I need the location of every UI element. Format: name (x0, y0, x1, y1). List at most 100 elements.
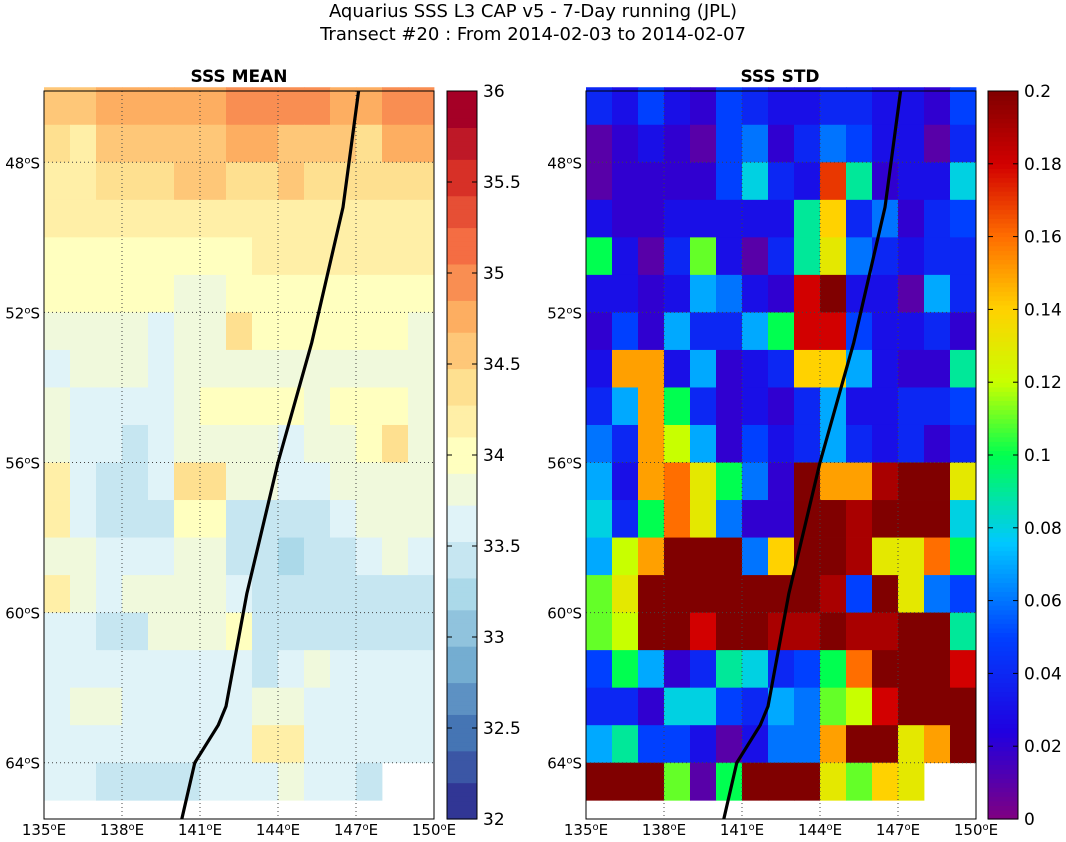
sss-std-colorbar-band (988, 313, 1018, 320)
sss-std-cell (664, 124, 691, 163)
sss-std-cell (898, 312, 925, 351)
sss-std-cell (612, 124, 639, 163)
sss-mean-cell (278, 612, 305, 651)
sss-std-cell (586, 762, 613, 801)
sss-std-cell (664, 537, 691, 576)
sss-mean-cell (226, 162, 253, 201)
sss-mean-colorbar-band (447, 304, 477, 310)
sss-mean-cell (44, 462, 71, 501)
sss-mean-cell (382, 537, 409, 576)
sss-std-cell (950, 537, 977, 576)
sss-std-colorbar-band (988, 491, 1018, 497)
sss-std-cell (612, 687, 639, 726)
sss-std-colorbar-band (988, 591, 1018, 597)
sss-mean-colorbar-band (447, 168, 477, 174)
sss-std-cell (742, 237, 769, 276)
sss-std-colorbar-band (988, 354, 1018, 361)
sss-mean-cell (200, 650, 227, 689)
sss-mean-cell (278, 687, 305, 726)
sss-std-cell (690, 612, 717, 651)
sss-mean-cell (200, 312, 227, 351)
sss-mean-colorbar-band (447, 91, 477, 97)
sss-mean-colorbar-band (447, 814, 477, 820)
sss-mean-cell (70, 462, 97, 501)
sss-mean-cell (330, 537, 357, 576)
sss-std-colorbar-band (988, 250, 1018, 256)
sss-std-cell (924, 725, 951, 764)
sss-mean-colorbar-band (447, 118, 477, 124)
sss-std-cell (638, 349, 665, 388)
sss-std-cell (872, 575, 899, 614)
sss-mean-cell (200, 612, 227, 651)
sss-std-colorbar-band (988, 213, 1018, 219)
sss-mean-colorbar-band (447, 227, 477, 233)
sss-std-cell (872, 349, 899, 388)
sss-std-cell (716, 312, 743, 351)
sss-std-cell (924, 349, 951, 388)
sss-std-cell (950, 612, 977, 651)
sss-mean-cell (122, 87, 149, 126)
sss-mean-cell (174, 312, 201, 351)
sss-mean-cell (382, 687, 409, 726)
sss-std-x-tick-label: 144oE (798, 821, 842, 839)
sss-mean-colorbar-band (447, 696, 477, 702)
sss-std-colorbar-band (988, 673, 1018, 679)
sss-mean-cell (122, 537, 149, 576)
sss-std-colorbar-band (988, 359, 1018, 365)
sss-std-heatmap (586, 87, 977, 801)
sss-mean-cell (408, 312, 435, 351)
sss-mean-cell (356, 650, 383, 689)
sss-mean-cell (304, 387, 331, 426)
sss-std-colorbar-band (988, 191, 1018, 197)
sss-std-cell (690, 687, 717, 726)
sss-std-colorbar-band (988, 368, 1018, 374)
sss-mean-cell (174, 387, 201, 426)
sss-mean-colorbar-band (447, 527, 477, 533)
sss-mean-cell (200, 387, 227, 426)
sss-std-colorbar-band (988, 482, 1018, 488)
sss-std-colorbar-band (988, 304, 1018, 310)
sss-mean-plot-frame (43, 90, 435, 820)
sss-mean-colorbar-band (447, 546, 477, 552)
sss-std-cell (794, 687, 821, 726)
sss-std-colorbar-band (988, 286, 1018, 292)
sss-std-cell (872, 500, 899, 538)
sss-mean-cell (148, 500, 175, 538)
sss-std-colorbar-band (988, 764, 1018, 770)
sss-mean-cell (96, 762, 123, 801)
sss-mean-colorbar-tick-label: 34 (483, 446, 505, 466)
sss-mean-cell (356, 537, 383, 576)
sss-mean-colorbar-tick-label: 34.5 (483, 355, 521, 375)
sss-std-colorbar-band (988, 268, 1018, 274)
sss-std-cell (950, 575, 977, 614)
sss-mean-cell (122, 500, 149, 538)
sss-std-cell (846, 725, 873, 764)
sss-std-cell (846, 162, 873, 201)
sss-std-colorbar-band (988, 750, 1018, 756)
sss-mean-colorbar-band (447, 455, 477, 461)
sss-std-colorbar-band (988, 309, 1018, 315)
sss-std-x-tick-label: 138oE (642, 821, 686, 839)
sss-mean-panel: SSS MEAN 135oE 138oE 141oE 144oE 147oE 150oE 4… (5, 67, 521, 839)
sss-mean-cell (382, 387, 409, 426)
sss-std-colorbar-band (988, 395, 1018, 401)
sss-std-cell (638, 500, 665, 538)
sss-std-cell (586, 124, 613, 163)
sss-mean-colorbar-band (447, 364, 477, 370)
sss-mean-colorbar-band (447, 532, 477, 538)
sss-std-cell (846, 500, 873, 538)
sss-std-cell (768, 162, 795, 201)
sss-std-colorbar-band (988, 791, 1018, 797)
sss-std-colorbar-band (988, 723, 1018, 729)
sss-std-cell (742, 124, 769, 163)
sss-std-colorbar-band (988, 691, 1018, 697)
sss-std-colorbar-tick-label: 0 (1024, 810, 1035, 830)
sss-mean-colorbar-band (447, 113, 477, 119)
sss-std-colorbar-band (988, 141, 1018, 147)
sss-std-colorbar-band (988, 450, 1018, 456)
sss-std-cell (924, 274, 951, 313)
sss-mean-cell (330, 762, 357, 801)
sss-std-colorbar-band (988, 159, 1018, 165)
sss-mean-colorbar-band (447, 377, 477, 383)
sss-std-colorbar: 0 0.02 0.04 0.06 0.08 0.1 0.12 0.14 0.16 0.18 0.2 (987, 82, 1062, 830)
